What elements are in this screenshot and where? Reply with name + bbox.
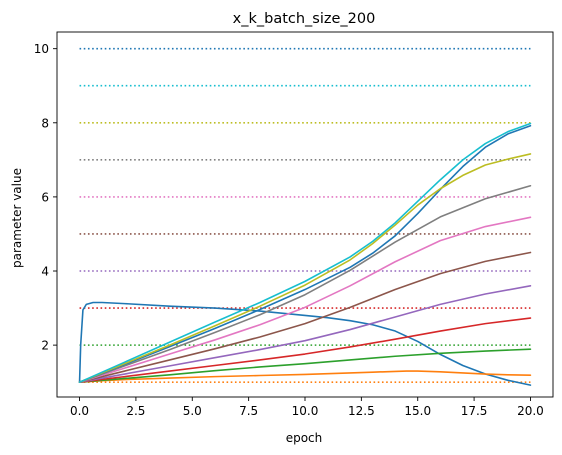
series-line-6	[78, 251, 532, 383]
x-tick-label: 20.0	[517, 404, 544, 418]
x-axis-ticks: 0.0 2.5 5.0 7.5 10.0 12.5 15.0 17.5 20.0	[70, 397, 544, 418]
x-tick-label: 2.5	[126, 404, 145, 418]
series-line-5	[78, 285, 532, 383]
series-line-7	[78, 216, 532, 383]
series-line-9	[78, 124, 532, 383]
y-axis-ticks: 2 4 6 8 10	[34, 42, 57, 353]
y-tick-label: 8	[41, 116, 49, 130]
chart-title: x_k_batch_size_200	[233, 11, 376, 27]
series-line-11	[78, 122, 532, 383]
y-tick-label: 2	[41, 339, 49, 353]
series-line-4	[78, 317, 532, 383]
series-line-8	[78, 184, 532, 383]
x-tick-label: 5.0	[183, 404, 202, 418]
x-tick-label: 17.5	[461, 404, 488, 418]
x-tick-label: 7.5	[239, 404, 258, 418]
y-axis-label: parameter value	[10, 168, 24, 268]
x-tick-label: 15.0	[404, 404, 431, 418]
series-line-10	[78, 153, 532, 383]
x-tick-label: 0.0	[70, 404, 89, 418]
series-line-1	[78, 301, 532, 386]
series-line-2	[78, 370, 532, 383]
series-lines	[78, 122, 532, 386]
x-tick-label: 12.5	[348, 404, 375, 418]
x-tick-label: 10.0	[292, 404, 319, 418]
series-line-3	[78, 348, 532, 383]
y-tick-label: 4	[41, 265, 49, 279]
y-tick-label: 6	[41, 190, 49, 204]
x-axis-label: epoch	[286, 431, 323, 445]
y-tick-label: 10	[34, 42, 49, 56]
